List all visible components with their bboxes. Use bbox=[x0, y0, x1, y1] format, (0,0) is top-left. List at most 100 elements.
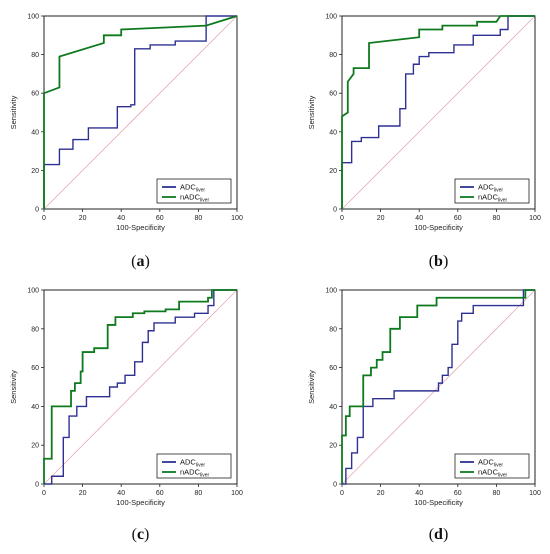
series-line-nadc bbox=[43, 289, 237, 484]
caption-letter: c bbox=[137, 526, 144, 543]
y-tick-label: 80 bbox=[329, 52, 337, 59]
legend-entry-nadc: nADCliver bbox=[478, 193, 508, 204]
x-axis-label: 100-Specificity bbox=[414, 498, 463, 507]
legend-series-subscript: liver bbox=[196, 188, 206, 194]
caption-open: ( bbox=[429, 253, 434, 270]
y-tick-label: 80 bbox=[329, 326, 337, 333]
panel-caption: (a) bbox=[131, 253, 150, 270]
roc-panel-d: 0 20 40 60 80 100 0 20 40 60 80 100 100-Specificity S… bbox=[307, 288, 541, 544]
legend-entry-nadc: nADCliver bbox=[180, 468, 210, 479]
legend-entry-adc: ADCliver bbox=[180, 183, 205, 194]
y-tick-label: 60 bbox=[31, 365, 39, 372]
series-line-nadc bbox=[341, 289, 535, 484]
y-tick-label: 60 bbox=[329, 91, 337, 98]
x-tick-label: 100 bbox=[529, 215, 541, 222]
x-tick-label: 80 bbox=[195, 215, 203, 222]
legend-entry-nadc: nADCliver bbox=[478, 468, 508, 479]
reference-diagonal bbox=[43, 15, 238, 210]
legend-series-subscript: liver bbox=[200, 473, 210, 479]
caption-close: ) bbox=[443, 253, 448, 270]
plot-frame bbox=[341, 289, 536, 485]
x-tick-label: 60 bbox=[454, 490, 462, 497]
x-tick-label: 80 bbox=[195, 490, 203, 497]
legend-series-subscript: liver bbox=[494, 188, 504, 194]
y-axis-label: Sensitivity bbox=[307, 370, 316, 404]
y-tick-label: 100 bbox=[27, 14, 39, 21]
x-axis-label: 100-Specificity bbox=[116, 223, 165, 232]
panel-caption: (d) bbox=[429, 526, 449, 543]
y-tick-label: 40 bbox=[31, 404, 39, 411]
x-tick-label: 0 bbox=[340, 490, 344, 497]
y-tick-label: 20 bbox=[31, 168, 39, 175]
y-tick-label: 100 bbox=[27, 288, 39, 295]
y-tick-label: 20 bbox=[329, 168, 337, 175]
y-tick-label: 100 bbox=[325, 14, 337, 21]
y-tick-label: 0 bbox=[35, 482, 39, 489]
x-tick-label: 80 bbox=[493, 490, 501, 497]
legend-series-name: ADC bbox=[180, 183, 196, 192]
x-axis-label: 100-Specificity bbox=[414, 223, 463, 232]
series-line-adc bbox=[342, 289, 535, 485]
roc-panel-a: 0 20 40 60 80 100 0 20 40 60 80 100 100-Specificity S… bbox=[9, 14, 243, 271]
series-line-adc bbox=[43, 15, 237, 209]
x-tick-label: 0 bbox=[42, 490, 46, 497]
y-tick-label: 0 bbox=[333, 207, 337, 214]
caption-open: ( bbox=[429, 526, 434, 543]
legend-entry-adc: ADCliver bbox=[478, 458, 503, 469]
y-tick-label: 0 bbox=[333, 482, 337, 489]
x-tick-label: 60 bbox=[156, 215, 164, 222]
x-tick-label: 100 bbox=[529, 490, 541, 497]
caption-letter: a bbox=[137, 253, 145, 270]
caption-close: ) bbox=[144, 526, 149, 543]
caption-close: ) bbox=[443, 526, 448, 543]
legend-box bbox=[156, 178, 232, 204]
y-tick-label: 20 bbox=[31, 443, 39, 450]
legend-series-name: ADC bbox=[180, 458, 196, 467]
y-axis-label: Sensitivity bbox=[9, 370, 18, 404]
caption-open: ( bbox=[131, 253, 136, 270]
legend-series-subscript: liver bbox=[494, 463, 504, 469]
legend-series-subscript: liver bbox=[200, 198, 210, 204]
x-tick-label: 60 bbox=[454, 215, 462, 222]
legend-series-name: nADC bbox=[478, 468, 499, 477]
legend-series-subscript: liver bbox=[498, 198, 508, 204]
x-tick-label: 20 bbox=[377, 215, 385, 222]
x-tick-label: 100 bbox=[231, 490, 243, 497]
legend-box bbox=[454, 178, 530, 204]
y-axis-label: Sensitivity bbox=[307, 95, 316, 129]
x-axis-label: 100-Specificity bbox=[116, 498, 165, 507]
roc-panel-b: 0 20 40 60 80 100 0 20 40 60 80 100 100-Specificity S… bbox=[307, 14, 541, 271]
legend-entry-adc: ADCliver bbox=[180, 458, 205, 469]
plot-frame bbox=[341, 15, 536, 210]
legend-series-name: nADC bbox=[180, 193, 201, 202]
series-line-nadc bbox=[43, 15, 238, 209]
legend-box bbox=[454, 453, 530, 479]
x-tick-label: 40 bbox=[415, 490, 423, 497]
y-tick-label: 100 bbox=[325, 288, 337, 295]
x-tick-label: 20 bbox=[377, 490, 385, 497]
y-tick-label: 80 bbox=[31, 326, 39, 333]
y-tick-label: 60 bbox=[329, 365, 337, 372]
x-tick-label: 0 bbox=[42, 215, 46, 222]
legend-series-name: nADC bbox=[180, 468, 201, 477]
legend-series-name: ADC bbox=[478, 458, 494, 467]
legend-entry-nadc: nADCliver bbox=[180, 193, 210, 204]
y-axis-label: Sensitivity bbox=[9, 95, 18, 129]
x-tick-label: 20 bbox=[79, 215, 87, 222]
panel-caption: (c) bbox=[132, 526, 150, 543]
caption-letter: b bbox=[434, 253, 443, 270]
y-tick-label: 40 bbox=[31, 129, 39, 136]
series-line-nadc bbox=[341, 15, 535, 209]
reference-diagonal bbox=[341, 15, 536, 210]
series-line-adc bbox=[44, 289, 237, 485]
legend-box bbox=[156, 453, 232, 479]
series-line-adc bbox=[341, 15, 535, 209]
plot-frame bbox=[43, 289, 238, 485]
caption-close: ) bbox=[145, 253, 150, 270]
panel-caption: (b) bbox=[429, 253, 449, 270]
x-tick-label: 40 bbox=[415, 215, 423, 222]
